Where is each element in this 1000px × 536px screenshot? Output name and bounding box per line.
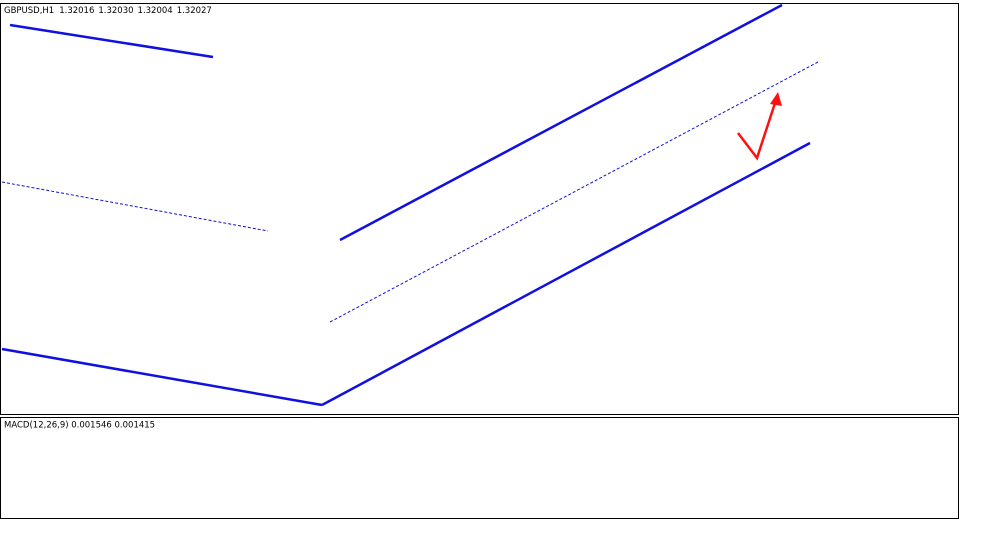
macd-panel — [0, 417, 959, 519]
ohlc-close: 1.32027 — [177, 6, 212, 16]
symbol: GBPUSD,H1 — [4, 6, 54, 16]
arrow-head — [770, 92, 782, 106]
channel-line — [321, 141, 811, 407]
forecast-arrow — [737, 99, 778, 161]
ohlc-high: 1.32030 — [98, 6, 133, 16]
channel-line — [329, 61, 819, 323]
channel-line — [339, 3, 783, 242]
trend-line — [1, 347, 323, 407]
price-panel — [0, 3, 959, 415]
drawings — [1, 3, 819, 407]
chart-header: GBPUSD,H1 1.32016 1.32030 1.32004 1.32027 — [4, 6, 212, 16]
trend-line — [1, 181, 269, 232]
macd-label: MACD(12,26,9) 0.001546 0.001415 — [4, 421, 155, 431]
trend-line — [9, 23, 214, 59]
ohlc-low: 1.32004 — [138, 6, 173, 16]
ohlc-open: 1.32016 — [59, 6, 94, 16]
